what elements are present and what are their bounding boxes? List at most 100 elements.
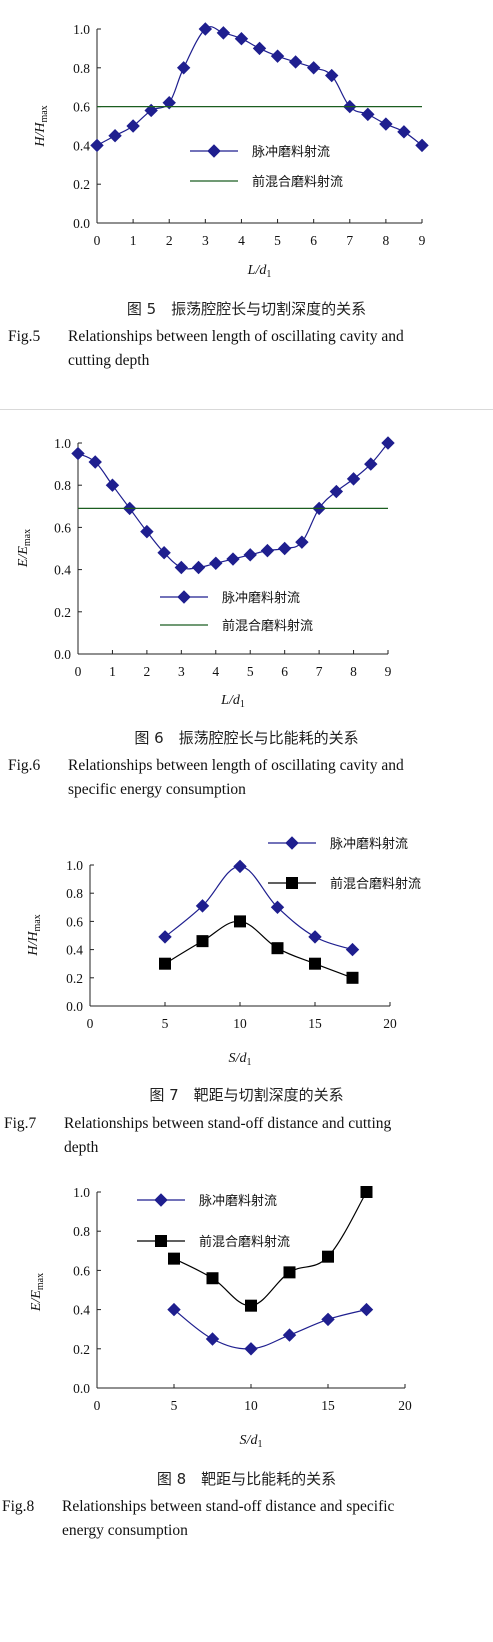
legend-item-2: 前混合磨料射流: [268, 876, 421, 892]
data-point: [216, 26, 231, 40]
y-tick-label: 1.0: [66, 858, 83, 873]
x-tick-label: 20: [383, 1016, 397, 1031]
y-tick-label: 1.0: [54, 436, 71, 451]
chart-fig8: 0.0 0.2 0.4 0.6 0.8 1.0 0 5 10 15 20 E/Emax S/d1 脉冲磨料…: [29, 1185, 412, 1450]
y-tick-label: 0.6: [66, 914, 83, 929]
data-point: [88, 455, 102, 469]
chart-fig6: 0.0 0.2 0.4 0.6 0.8 1.0 0 1 2 3 4 5 6 7 8 9 E/Emax L/d1 脉冲…: [16, 436, 395, 710]
x-tick-label: 2: [166, 233, 173, 248]
series-1: [71, 436, 395, 575]
data-point: [361, 107, 375, 122]
y-axis-label: H/Hmax: [26, 914, 43, 956]
y-tick-label: 0.2: [66, 971, 83, 986]
legend-label: 脉冲磨料射流: [222, 590, 300, 606]
y-tick-label: 0.8: [66, 886, 83, 901]
data-point: [271, 942, 284, 955]
data-point: [168, 1252, 180, 1265]
y-tick-label: 0.4: [54, 563, 71, 578]
x-tick-label: 15: [321, 1398, 335, 1413]
data-point: [144, 103, 158, 118]
data-point: [90, 138, 104, 153]
legend-label: 前混合磨料射流: [252, 174, 343, 190]
legend-item-1: 脉冲磨料射流: [190, 144, 330, 160]
x-tick-label: 5: [171, 1398, 178, 1413]
x-axis-label: S/d1: [240, 1433, 263, 1450]
legend-item-2: 前混合磨料射流: [137, 1234, 290, 1250]
x-tick-label: 1: [109, 664, 116, 679]
x-tick-label: 5: [162, 1016, 169, 1031]
data-point: [295, 535, 309, 549]
legend-item-1: 脉冲磨料射流: [268, 836, 408, 852]
data-point: [162, 96, 176, 110]
x-tick-label: 5: [274, 233, 281, 248]
figure-7-number: Fig.7: [4, 1115, 37, 1132]
x-tick-label: 3: [202, 233, 209, 248]
divider: [0, 409, 493, 410]
y-axis-label: E/Emax: [16, 529, 33, 568]
series-line: [164, 865, 353, 951]
x-tick-label: 2: [144, 664, 151, 679]
x-tick-label: 15: [308, 1016, 322, 1031]
data-point: [359, 1302, 374, 1317]
data-point: [270, 49, 285, 63]
figure-8: 0.0 0.2 0.4 0.6 0.8 1.0 0 5 10 15 20 E/Emax S/d1 脉冲磨料…: [0, 1170, 493, 1642]
data-point: [158, 930, 172, 944]
legend-label: 前混合磨料射流: [222, 618, 313, 634]
data-point: [360, 1186, 373, 1198]
legend-label: 脉冲磨料射流: [330, 836, 408, 852]
chart-fig7: 0.0 0.2 0.4 0.6 0.8 1.0 0 5 10 15 20 H/Hmax S/d1 脉冲磨料…: [26, 836, 421, 1068]
figure-5-caption-cn: 图 5 振荡腔腔长与切割深度的关系: [126, 300, 367, 318]
chart-fig5: 0.0 0.2 0.4 0.6 0.8 1.0 0 1 2 3 4 5 6 7 8 9 H/Hmax L/d1 脉冲…: [33, 22, 429, 280]
legend-label: 脉冲磨料射流: [199, 1193, 277, 1209]
figure-7-caption-en: Fig.7 Relationships between stand-off dis…: [4, 1112, 489, 1160]
data-point: [209, 556, 223, 570]
figure-6: 0.0 0.2 0.4 0.6 0.8 1.0 0 1 2 3 4 5 6 7 8 9 E/Emax L/d1 脉冲…: [0, 420, 493, 820]
series-1: [158, 859, 360, 957]
figure-5-caption-line1: Relationships between length of oscillat…: [68, 328, 404, 345]
data-point: [321, 1312, 335, 1327]
figure-8-caption-en: Fig.8 Relationships between stand-off dis…: [2, 1495, 491, 1543]
legend-label: 脉冲磨料射流: [252, 144, 330, 160]
series-2: [159, 915, 359, 984]
legend-item-2: 前混合磨料射流: [160, 618, 313, 634]
figure-8-number: Fig.8: [2, 1498, 35, 1515]
figure-5-number: Fig.5: [8, 328, 41, 345]
legend-item-1: 脉冲磨料射流: [137, 1193, 277, 1209]
x-tick-label: 20: [398, 1398, 412, 1413]
x-tick-label: 0: [87, 1016, 94, 1031]
data-point: [157, 546, 171, 560]
figure-5-caption-en: Fig.5 Relationships between length of osc…: [8, 325, 488, 373]
data-point: [195, 899, 210, 913]
data-point: [233, 859, 247, 874]
data-point: [206, 1272, 219, 1285]
y-tick-label: 0.0: [54, 647, 71, 662]
data-point: [174, 560, 189, 575]
data-point: [415, 138, 429, 153]
x-tick-label: 9: [419, 233, 426, 248]
data-point: [329, 484, 344, 499]
y-tick-label: 1.0: [73, 1185, 90, 1200]
figure-7-caption-line2: depth: [64, 1139, 99, 1156]
y-tick-label: 0.8: [73, 1224, 90, 1239]
data-point: [306, 61, 321, 75]
x-tick-label: 4: [238, 233, 245, 248]
y-tick-label: 0.2: [73, 177, 90, 192]
data-point: [346, 472, 361, 486]
series-line: [164, 920, 353, 979]
data-point: [167, 1302, 181, 1317]
legend-marker: [155, 1235, 167, 1247]
data-point: [234, 31, 249, 46]
legend-label: 前混合磨料射流: [199, 1234, 290, 1250]
data-point: [288, 55, 303, 69]
x-tick-label: 6: [310, 233, 317, 248]
y-tick-label: 0.4: [73, 1303, 90, 1318]
figure-8-caption-line2: energy consumption: [62, 1522, 188, 1539]
y-tick-label: 0.0: [73, 216, 90, 231]
x-tick-label: 9: [385, 664, 392, 679]
data-point: [159, 957, 171, 970]
x-tick-label: 7: [316, 664, 323, 679]
figure-5-caption-line2: cutting depth: [68, 352, 150, 369]
legend-marker: [177, 590, 191, 604]
figure-8-caption-line1: Relationships between stand-off distance…: [62, 1498, 395, 1515]
data-point: [245, 1299, 257, 1312]
